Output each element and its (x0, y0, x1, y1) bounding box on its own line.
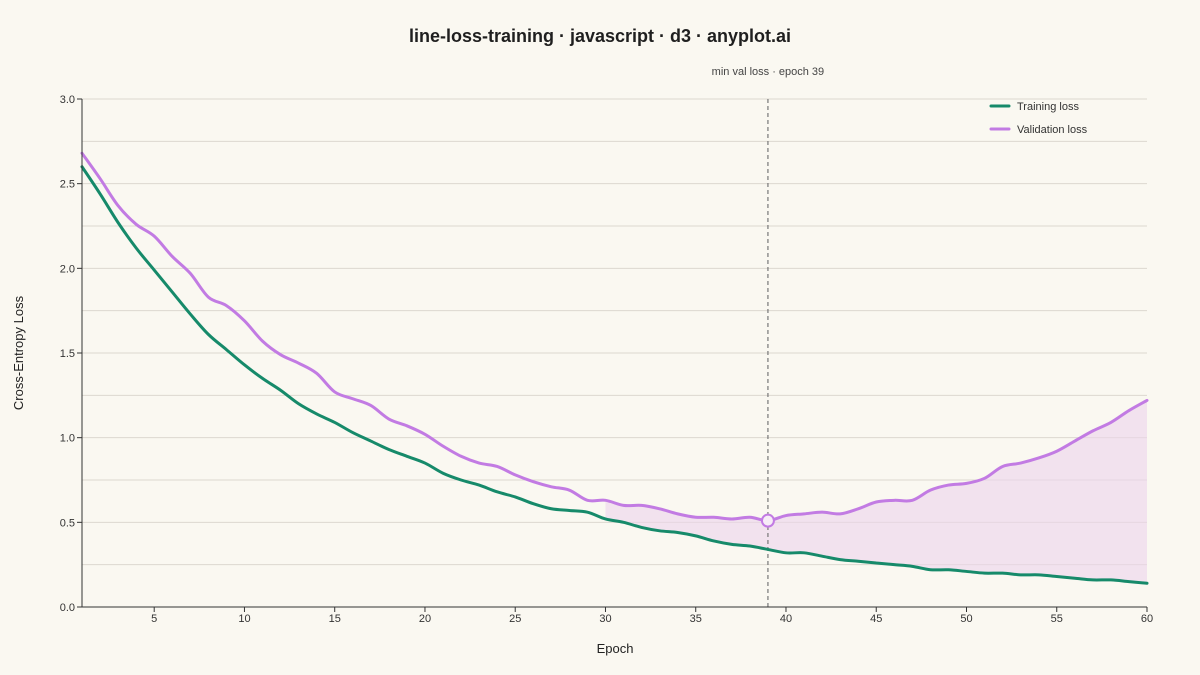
x-tick-label: 50 (960, 613, 972, 625)
series-line-training (80, 165, 1149, 585)
x-tick-label: 40 (780, 613, 792, 625)
x-tick-label: 5 (151, 613, 157, 625)
legend-label-training: Training loss (1017, 101, 1079, 113)
y-tick-label: 0.5 (60, 517, 75, 529)
y-tick-label: 2.0 (60, 263, 75, 275)
overfit-shading (605, 400, 1147, 584)
y-tick-label: 3.0 (60, 94, 75, 106)
min-val-label: min val loss · epoch 39 (712, 66, 825, 78)
x-tick-label: 30 (599, 613, 611, 625)
x-axis-label: Epoch (597, 641, 634, 656)
x-tick-label: 15 (329, 613, 341, 625)
x-tick-label: 35 (690, 613, 702, 625)
gridlines (82, 98, 1147, 608)
min-val-marker (760, 513, 775, 528)
y-tick-label: 0.0 (60, 602, 75, 614)
x-tick-label: 55 (1051, 613, 1063, 625)
x-tick-label: 25 (509, 613, 521, 625)
y-tick-label: 1.0 (60, 433, 75, 445)
axes: 0.0 0.5 1.0 1.5 2.0 2.5 3.0 5 10 15 20 25 30 35 40 45 50… (60, 94, 1153, 625)
legend: Training loss Validation loss (989, 101, 1088, 136)
y-axis-label: Cross-Entropy Loss (11, 295, 26, 410)
x-tick-label: 45 (870, 613, 882, 625)
series-line-validation (80, 151, 1149, 523)
legend-label-validation: Validation loss (1017, 124, 1088, 136)
y-tick-label: 1.5 (60, 348, 75, 360)
markers (760, 513, 775, 528)
chart-title: line-loss-training · javascript · d3 · a… (409, 26, 791, 46)
x-tick-label: 20 (419, 613, 431, 625)
x-tick-label: 10 (238, 613, 250, 625)
series-lines (80, 151, 1149, 585)
y-tick-label: 2.5 (60, 179, 75, 191)
x-tick-label: 60 (1141, 613, 1153, 625)
overfit-region (605, 400, 1147, 584)
